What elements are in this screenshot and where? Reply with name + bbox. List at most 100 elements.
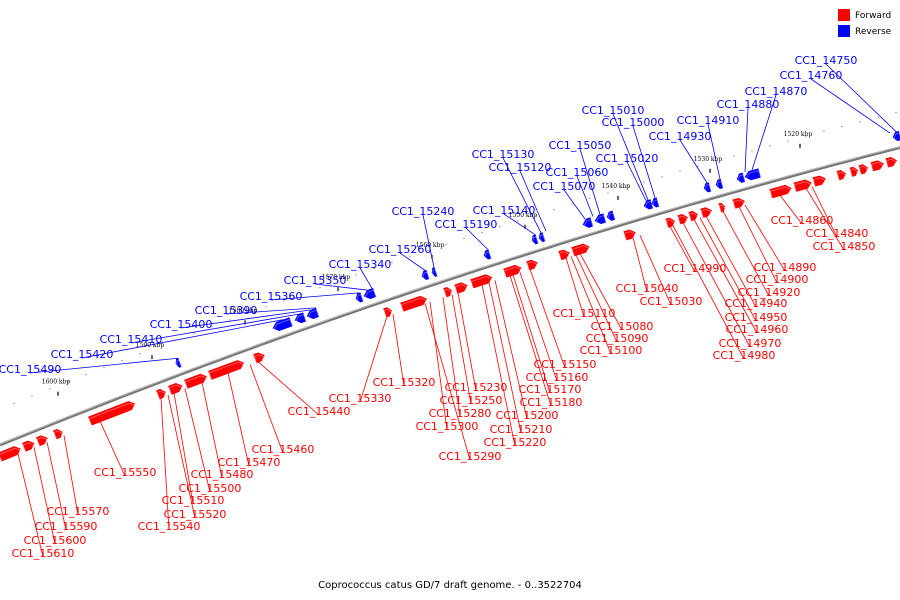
forward-gene-arrow bbox=[793, 179, 812, 192]
gene-shading bbox=[454, 284, 469, 296]
gene-label: CC1_15180 bbox=[520, 396, 583, 409]
reverse-gene-arrow bbox=[306, 307, 320, 319]
gene-leader-line bbox=[399, 252, 426, 271]
gene-label: CC1_14960 bbox=[726, 323, 789, 336]
gene-shading bbox=[715, 180, 725, 192]
gene-shading bbox=[732, 199, 746, 211]
gene-leader-line bbox=[707, 123, 721, 180]
gene-shading bbox=[168, 384, 184, 398]
gene-leader-line bbox=[672, 225, 745, 360]
forward-gene-arrow bbox=[732, 197, 745, 209]
gene-leader-line bbox=[705, 215, 757, 308]
gene-shading bbox=[88, 402, 137, 428]
gene-shading bbox=[400, 297, 428, 314]
gene-label: CC1_15390 bbox=[195, 304, 258, 317]
gene-label: CC1_15130 bbox=[472, 148, 535, 161]
gene-label: CC1_15060 bbox=[546, 166, 609, 179]
gene-leader-line bbox=[563, 189, 586, 220]
gene-leader-line bbox=[167, 394, 196, 519]
forward-gene-arrow bbox=[849, 166, 859, 177]
gene-leader-line bbox=[519, 170, 547, 232]
gene-leader-line bbox=[529, 269, 566, 369]
gene-leader-line bbox=[626, 161, 647, 201]
legend-reverse-swatch bbox=[838, 25, 850, 37]
gene-shading bbox=[272, 318, 294, 334]
gene-shading bbox=[0, 447, 22, 464]
minor-tick bbox=[85, 374, 87, 376]
minor-tick bbox=[481, 231, 483, 234]
minor-tick bbox=[247, 312, 249, 314]
gene-shading bbox=[526, 261, 539, 273]
gene-label: CC1_15260 bbox=[369, 243, 432, 256]
gene-shading bbox=[623, 231, 637, 243]
forward-gene-arrow bbox=[208, 360, 245, 380]
reverse-gene-arrow bbox=[355, 292, 364, 303]
gene-shading bbox=[582, 218, 595, 231]
minor-tick bbox=[427, 249, 429, 251]
gene-label: CC1_14860 bbox=[771, 214, 834, 227]
gene-leader-line bbox=[225, 307, 317, 315]
gene-leader-line bbox=[693, 219, 758, 334]
legend-forward-swatch bbox=[838, 9, 850, 21]
gene-label: CC1_15120 bbox=[489, 161, 552, 174]
minor-tick bbox=[319, 286, 321, 289]
gene-leader-line bbox=[579, 148, 601, 215]
forward-gene-arrow bbox=[184, 373, 207, 389]
gene-shading bbox=[836, 171, 847, 183]
scale-label: 1570 kbp bbox=[322, 274, 351, 281]
gene-leader-line bbox=[465, 227, 489, 250]
minor-tick bbox=[553, 209, 555, 211]
gene-label: CC1_15550 bbox=[94, 466, 157, 479]
gene-leader-line bbox=[632, 237, 648, 293]
minor-tick bbox=[877, 116, 879, 118]
minor-tick bbox=[373, 268, 375, 270]
gene-shading bbox=[539, 233, 547, 245]
minor-tick bbox=[265, 306, 267, 308]
forward-gene-arrow bbox=[665, 217, 675, 228]
gene-leader-line bbox=[314, 283, 368, 291]
gene-shading bbox=[594, 214, 608, 227]
minor-tick bbox=[121, 360, 123, 362]
gene-label: CC1_15290 bbox=[439, 450, 502, 463]
minor-tick bbox=[409, 255, 411, 258]
minor-tick bbox=[229, 319, 231, 321]
forward-gene-arrow bbox=[858, 164, 869, 175]
gene-leader-line bbox=[565, 257, 585, 318]
reverse-gene-arrow bbox=[538, 232, 546, 243]
minor-tick bbox=[823, 130, 825, 132]
gene-leader-line bbox=[751, 94, 777, 171]
gene-shading bbox=[870, 162, 885, 174]
reverse-gene-arrow bbox=[703, 182, 712, 193]
gene-shading bbox=[643, 200, 655, 212]
gene-leader-line bbox=[579, 253, 623, 331]
gene-leader-line bbox=[29, 357, 179, 374]
gene-label: CC1_15000 bbox=[602, 116, 665, 129]
forward-gene-arrow bbox=[623, 229, 636, 241]
scale-label: 1600 kbp bbox=[42, 379, 71, 386]
gene-label: CC1_15420 bbox=[51, 348, 114, 361]
gene-shading bbox=[651, 199, 661, 210]
reverse-gene-arrow bbox=[421, 269, 430, 280]
gene-shading bbox=[532, 235, 540, 247]
forward-gene-arrow bbox=[53, 428, 63, 440]
minor-tick bbox=[841, 125, 843, 128]
minor-tick bbox=[895, 111, 897, 114]
minor-tick bbox=[805, 135, 807, 137]
minor-tick bbox=[733, 155, 735, 157]
reverse-gene-arrow bbox=[606, 210, 616, 221]
gene-leader-line bbox=[612, 113, 649, 201]
legend: Forward Reverse bbox=[838, 9, 892, 37]
gene-leader-line bbox=[422, 214, 435, 268]
gene-label: CC1_15410 bbox=[100, 333, 163, 346]
gene-label: CC1_15090 bbox=[586, 332, 649, 345]
forward-gene-arrow bbox=[36, 435, 48, 447]
reverse-gene-arrow bbox=[363, 287, 377, 299]
gene-shading bbox=[665, 219, 676, 231]
gene-label: CC1_15110 bbox=[553, 307, 616, 320]
gene-shading bbox=[184, 375, 209, 391]
gene-label: CC1_15600 bbox=[24, 534, 87, 547]
minor-tick bbox=[643, 181, 645, 183]
forward-gene-arrow bbox=[558, 249, 570, 261]
legend-reverse-label: Reverse bbox=[855, 27, 892, 37]
gene-label: CC1_15210 bbox=[490, 423, 553, 436]
